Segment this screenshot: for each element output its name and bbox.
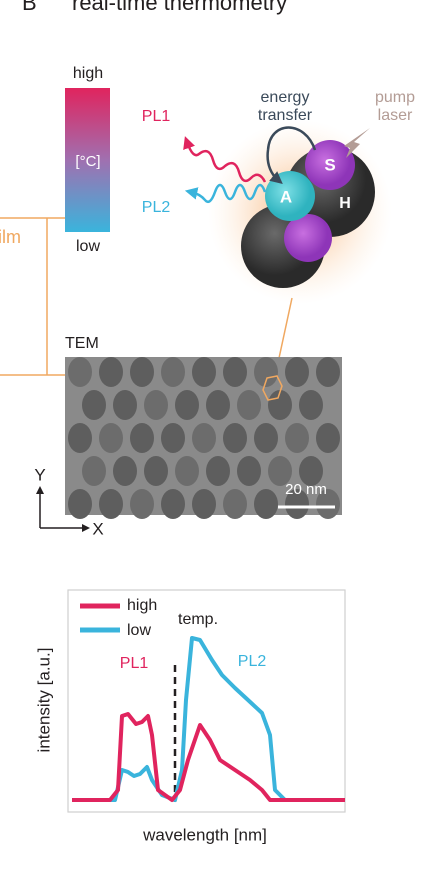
tem-particle xyxy=(285,423,309,453)
tem-particle xyxy=(130,423,154,453)
curve-high xyxy=(72,714,345,800)
tem-particle xyxy=(206,390,230,420)
energy-transfer-1: energy xyxy=(261,89,310,106)
tem-particle xyxy=(130,357,154,387)
tem-particle xyxy=(192,489,216,519)
colorbar-bottom: low xyxy=(76,238,100,255)
spectrum-pl2: PL2 xyxy=(238,653,267,670)
tem-particle xyxy=(223,357,247,387)
axis-x-glyph: X xyxy=(92,519,103,538)
tem-particle xyxy=(192,423,216,453)
colorbar-unit: [°C] xyxy=(75,153,100,170)
tem-particle xyxy=(175,390,199,420)
tem-particle xyxy=(82,456,106,486)
tem-particle xyxy=(254,423,278,453)
axis-y-glyph: Y xyxy=(34,465,45,484)
tem-particle xyxy=(144,456,168,486)
label-s: S xyxy=(324,155,335,174)
tem-particle xyxy=(223,489,247,519)
tem-particle xyxy=(254,489,278,519)
spectrum-pl1: PL1 xyxy=(120,655,149,672)
particle-s2 xyxy=(284,214,332,262)
legend-high: high xyxy=(127,597,157,614)
tem-particle xyxy=(68,423,92,453)
scale-bar-label: 20 nm xyxy=(285,481,327,498)
pl1-label: PL1 xyxy=(142,108,171,125)
tem-particle xyxy=(68,489,92,519)
tem-particle xyxy=(130,489,154,519)
legend-suffix: temp. xyxy=(178,611,218,628)
tem-particle xyxy=(113,456,137,486)
pump-laser-1: pump xyxy=(375,89,415,106)
label-h: H xyxy=(339,195,351,212)
x-axis-label: wavelength [nm] xyxy=(142,825,267,844)
pl2-label: PL2 xyxy=(142,199,171,216)
page: {"header": {"label": "B", "title": "real… xyxy=(0,0,428,881)
tem-particle xyxy=(161,357,185,387)
tem-particle xyxy=(161,489,185,519)
legend-low: low xyxy=(127,622,151,639)
tem-particle xyxy=(285,357,309,387)
y-axis-label: intensity [a.u.] xyxy=(34,648,53,753)
tem-particle xyxy=(223,423,247,453)
label-a: A xyxy=(280,187,292,206)
pump-laser-2: laser xyxy=(378,107,413,124)
tem-particle xyxy=(268,390,292,420)
tem-particle xyxy=(192,357,216,387)
figure: B real-time thermometry ilm high [°C] lo… xyxy=(0,0,428,881)
tem-particle xyxy=(175,456,199,486)
tem-title: TEM xyxy=(65,335,99,352)
tem-particle xyxy=(99,489,123,519)
tem-particle xyxy=(82,390,106,420)
tem-particle xyxy=(99,423,123,453)
tem-particle xyxy=(316,423,340,453)
tem-particle xyxy=(299,390,323,420)
tem-particle xyxy=(68,357,92,387)
tem-particle xyxy=(206,456,230,486)
tem-particle xyxy=(113,390,137,420)
tem-particle xyxy=(161,423,185,453)
curve-low xyxy=(72,638,345,800)
panel-label: B xyxy=(22,0,37,15)
energy-transfer-2: transfer xyxy=(258,107,313,124)
tem-particle xyxy=(237,456,261,486)
tem-particle xyxy=(144,390,168,420)
left-label: ilm xyxy=(0,227,21,247)
panel-title: real-time thermometry xyxy=(72,0,287,15)
colorbar-top: high xyxy=(73,65,103,82)
tem-particle xyxy=(99,357,123,387)
tem-particle xyxy=(316,357,340,387)
tem-particle xyxy=(237,390,261,420)
